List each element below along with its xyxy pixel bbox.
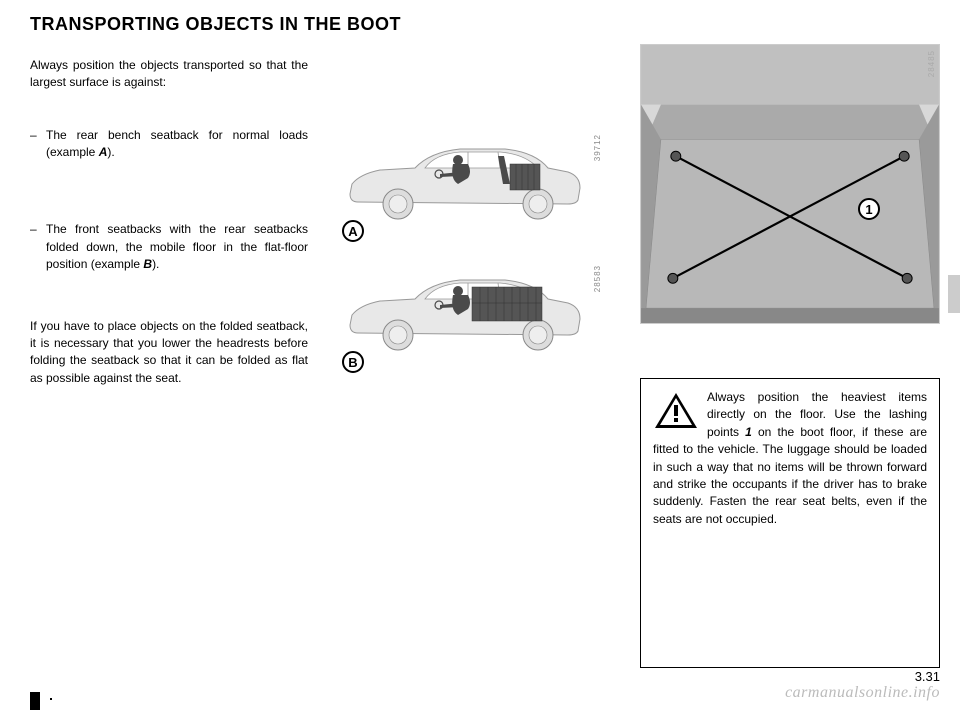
bullet-b: – The front seatbacks with the rear seat… bbox=[30, 221, 308, 273]
bullet-dash: – bbox=[30, 127, 46, 162]
boot-photo: 28485 1 bbox=[640, 44, 940, 324]
warning-icon bbox=[653, 391, 699, 431]
bullet-dash: – bbox=[30, 221, 46, 273]
bullet-b-text: The front seatbacks with the rear seatba… bbox=[46, 221, 308, 273]
watermark: carmanualsonline.info bbox=[785, 684, 940, 702]
label-a: A bbox=[342, 220, 364, 242]
image-id-b: 28583 bbox=[593, 265, 602, 292]
car-b-svg bbox=[340, 265, 590, 357]
warning-box: Always position the heaviest items direc… bbox=[640, 378, 940, 668]
illustration-b: 28583 B bbox=[340, 265, 600, 365]
bullet-a: – The rear bench seatback for normal loa… bbox=[30, 127, 308, 162]
image-id-boot: 28485 bbox=[927, 50, 936, 77]
intro-text: Always position the objects transported … bbox=[30, 57, 308, 91]
label-b: B bbox=[342, 351, 364, 373]
print-mark bbox=[30, 692, 40, 710]
car-a-svg bbox=[340, 134, 590, 226]
label-1: 1 bbox=[858, 198, 880, 220]
boot-svg bbox=[640, 44, 940, 324]
image-id-a: 39712 bbox=[593, 134, 602, 161]
thumb-tab bbox=[948, 275, 960, 313]
illustration-a: 39712 A bbox=[340, 134, 600, 234]
bullet-a-text: The rear bench seatback for normal loads… bbox=[46, 127, 308, 162]
manual-page: TRANSPORTING OBJECTS IN THE BOOT Always … bbox=[0, 0, 960, 710]
page-title: TRANSPORTING OBJECTS IN THE BOOT bbox=[30, 14, 401, 35]
left-column: Always position the objects transported … bbox=[0, 0, 320, 710]
page-number: 3.31 bbox=[915, 669, 940, 684]
print-mark-dot bbox=[50, 698, 52, 700]
folding-note: If you have to place objects on the fold… bbox=[30, 318, 308, 388]
